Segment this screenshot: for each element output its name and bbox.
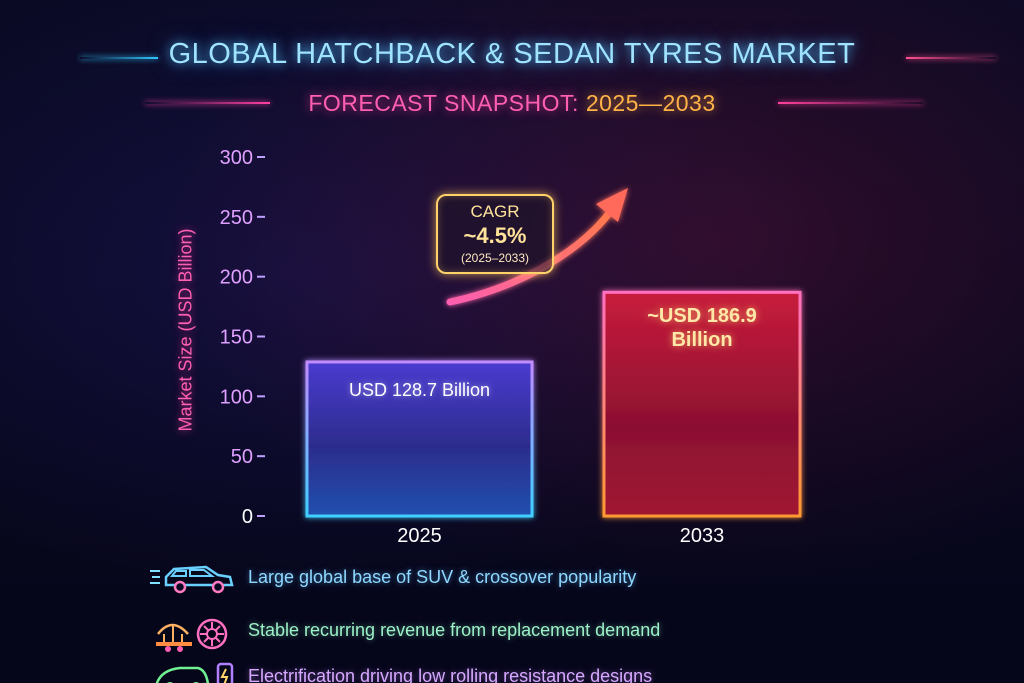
- y-tick-label: 250: [220, 207, 253, 229]
- x-tick-label-2025: 2025: [397, 525, 442, 547]
- car-icon: [150, 565, 234, 594]
- feature-item-3: Electrification driving low rolling resi…: [150, 660, 910, 683]
- feature-text-1: Large global base of SUV & crossover pop…: [248, 567, 637, 587]
- feature-item-2: Stable recurring revenue from replacemen…: [150, 614, 910, 652]
- feature-item-1: Large global base of SUV & crossover pop…: [150, 561, 910, 595]
- subtitle-prefix: FORECAST SNAPSHOT:: [308, 90, 579, 116]
- bar-label-2033-line1: ~USD 186.9: [647, 305, 757, 328]
- y-tick-label: 300: [220, 147, 253, 169]
- bar-label-2025: USD 128.7 Billion: [348, 379, 491, 400]
- y-tick-label: 200: [220, 267, 253, 289]
- bars: [305, 290, 802, 518]
- bar-2033: [602, 290, 802, 518]
- x-ticks: 2025 2033: [397, 525, 724, 547]
- cagr-value: ~4.5%: [463, 223, 527, 248]
- subtitle-line-left: [145, 102, 270, 104]
- cagr-period: (2025–2033): [460, 251, 530, 265]
- chart-title: GLOBAL HATCHBACK & SEDAN TYRES MARKET: [168, 38, 856, 70]
- cagr-callout: CAGR ~4.5% (2025–2033): [436, 194, 554, 274]
- ev-charging-icon: [155, 662, 234, 683]
- subtitle-years: 2025—2033: [585, 90, 716, 116]
- growth-arrow-head: [596, 188, 628, 222]
- subtitle-line-right: [778, 102, 923, 104]
- bar-label-2033: ~USD 186.9 Billion: [604, 304, 800, 352]
- chart-subtitle: FORECAST SNAPSHOT: 2025—2033: [0, 90, 1024, 117]
- y-tick-label: 100: [220, 386, 253, 408]
- cagr-label: CAGR: [470, 202, 520, 221]
- y-tick-label: 150: [220, 327, 253, 349]
- y-tick-label: 50: [231, 446, 253, 468]
- feature-text-2: Stable recurring revenue from replacemen…: [248, 620, 661, 640]
- title-line-left: [80, 57, 158, 59]
- bar-2025: [305, 360, 534, 518]
- chart-axes: [120, 152, 1010, 518]
- y-tick-label: 0: [242, 506, 253, 528]
- x-tick-label-2033: 2033: [680, 525, 725, 547]
- y-ticks: 0 50 100 150 200 250 300: [220, 147, 265, 528]
- title-line-right: [906, 57, 996, 59]
- tyre-service-icon: [156, 618, 228, 652]
- feature-text-3: Electrification driving low rolling resi…: [248, 666, 653, 683]
- bar-label-2033-line2: Billion: [671, 329, 733, 352]
